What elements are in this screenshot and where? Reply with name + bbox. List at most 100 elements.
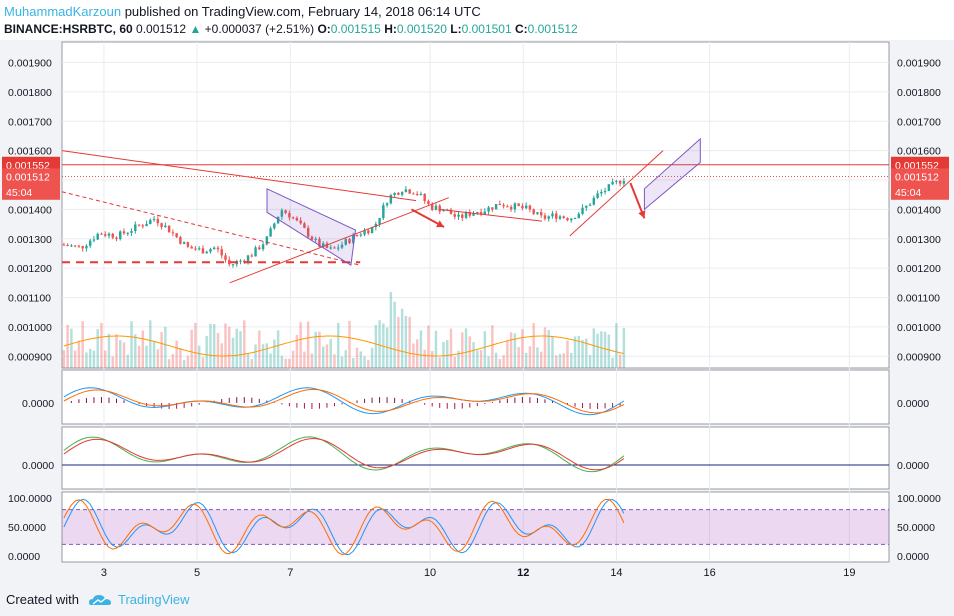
- author-link[interactable]: MuhammadKarzoun: [4, 4, 122, 19]
- candle-body: [303, 223, 306, 228]
- volume-bar: [329, 338, 332, 368]
- candle-body: [70, 245, 73, 247]
- price-label-left-text: 0.001512: [6, 172, 50, 184]
- candle-body: [186, 242, 190, 247]
- volume-bar: [502, 355, 505, 368]
- macd-axis-label-right: 0.0000: [897, 398, 929, 410]
- open-value: 0.001515: [330, 22, 381, 36]
- candle-body: [231, 264, 235, 266]
- volume-bar: [235, 328, 238, 368]
- volume-bar: [288, 358, 291, 368]
- x-tick-label: 14: [610, 567, 622, 579]
- arrow-head: [436, 220, 445, 228]
- volume-bar: [588, 355, 592, 368]
- candle-body: [622, 181, 626, 184]
- volume-bar: [77, 340, 81, 368]
- volume-bar: [438, 357, 441, 368]
- price-change: +0.000037 (+2.51%): [204, 22, 315, 36]
- candle-body: [618, 180, 622, 184]
- y-tick-label-left: 0.001200: [8, 263, 52, 275]
- candle-body: [175, 233, 178, 238]
- candle-body: [419, 193, 423, 195]
- candle-body: [96, 233, 99, 240]
- price-label-right-text: 45:04: [895, 187, 921, 199]
- macd-signal-line: [63, 388, 625, 414]
- candle-body: [397, 192, 400, 195]
- volume-bar: [430, 351, 434, 368]
- y-tick-label-left: 0.001900: [8, 58, 52, 70]
- candle-body: [570, 218, 573, 221]
- candle-body: [122, 231, 126, 234]
- parallel-channel: [643, 137, 701, 211]
- x-tick-label: 3: [101, 567, 107, 579]
- candle-body: [291, 217, 295, 219]
- volume-bar: [558, 354, 562, 368]
- candle-body: [115, 237, 118, 239]
- macd-axis-label-left: 0.0000: [22, 398, 54, 410]
- candle-body: [483, 211, 487, 215]
- candle-body: [284, 210, 287, 214]
- volume-bar: [348, 320, 351, 368]
- volume-bar: [374, 325, 378, 368]
- volume-bar: [340, 356, 344, 368]
- candle-body: [434, 205, 438, 210]
- volume-bar: [524, 352, 528, 368]
- volume-bar: [615, 323, 618, 368]
- candle-body: [581, 207, 584, 214]
- trend-line: [61, 150, 417, 202]
- volume-bar: [453, 356, 456, 368]
- low-label: L:: [450, 22, 462, 36]
- volume-bar: [509, 332, 513, 368]
- candle-body: [141, 225, 145, 227]
- candle-body: [476, 212, 479, 214]
- dashed-trend-line: [61, 191, 361, 266]
- symbol-label: BINANCE:HSRBTC, 60: [4, 22, 133, 36]
- candle-body: [592, 197, 596, 205]
- price-label-right-text: 0.001512: [895, 172, 939, 184]
- volume-bar: [423, 349, 426, 368]
- volume-bar: [370, 347, 374, 368]
- volume-bar: [209, 323, 212, 368]
- candle-body: [449, 209, 453, 215]
- candle-body: [344, 239, 347, 245]
- volume-bar: [555, 355, 558, 368]
- volume-bar: [145, 345, 148, 368]
- candle-body: [524, 205, 528, 209]
- price-label-left-text: 45:04: [6, 187, 32, 199]
- candle-body: [468, 212, 472, 216]
- volume-bar: [393, 301, 396, 368]
- candle-body: [171, 232, 175, 234]
- candle-body: [299, 220, 302, 224]
- candle-body: [367, 230, 370, 234]
- footer: Created with TradingView: [0, 588, 954, 616]
- candle-body: [355, 234, 359, 236]
- high-value: 0.001520: [396, 22, 447, 36]
- volume-bar: [111, 356, 114, 368]
- volume-bar: [607, 334, 611, 368]
- volume-bar: [92, 350, 96, 368]
- volume-bar: [532, 323, 535, 368]
- volume-bar: [325, 344, 329, 368]
- created-with-label: Created with: [6, 592, 79, 607]
- volume-bar: [201, 357, 205, 368]
- y-tick-label-right: 0.001100: [897, 293, 940, 305]
- candle-body: [81, 246, 84, 249]
- y-tick-label-left: 0.001700: [8, 116, 52, 128]
- symbol-line: BINANCE:HSRBTC, 60 0.001512 ▲ +0.000037 …: [4, 22, 578, 36]
- price-label-right: [891, 183, 949, 200]
- price-chart[interactable]: 0.001900 0.001900 0.001800 0.001800 0.001700…: [0, 40, 954, 588]
- volume-bar: [573, 336, 577, 368]
- volume-bar: [276, 330, 280, 368]
- parallel-channel: [266, 188, 357, 267]
- x-tick-label: 5: [194, 567, 200, 579]
- candle-body: [306, 227, 310, 237]
- tradingview-brand[interactable]: TradingView: [118, 592, 190, 607]
- volume-bar: [581, 339, 584, 368]
- main-pane: [61, 41, 890, 369]
- volume-bar: [352, 357, 355, 368]
- candle-body: [62, 244, 66, 246]
- candle-body: [472, 213, 475, 216]
- volume-bar: [400, 308, 404, 368]
- tradingview-cloud-icon[interactable]: [88, 590, 114, 610]
- candle-body: [543, 215, 547, 219]
